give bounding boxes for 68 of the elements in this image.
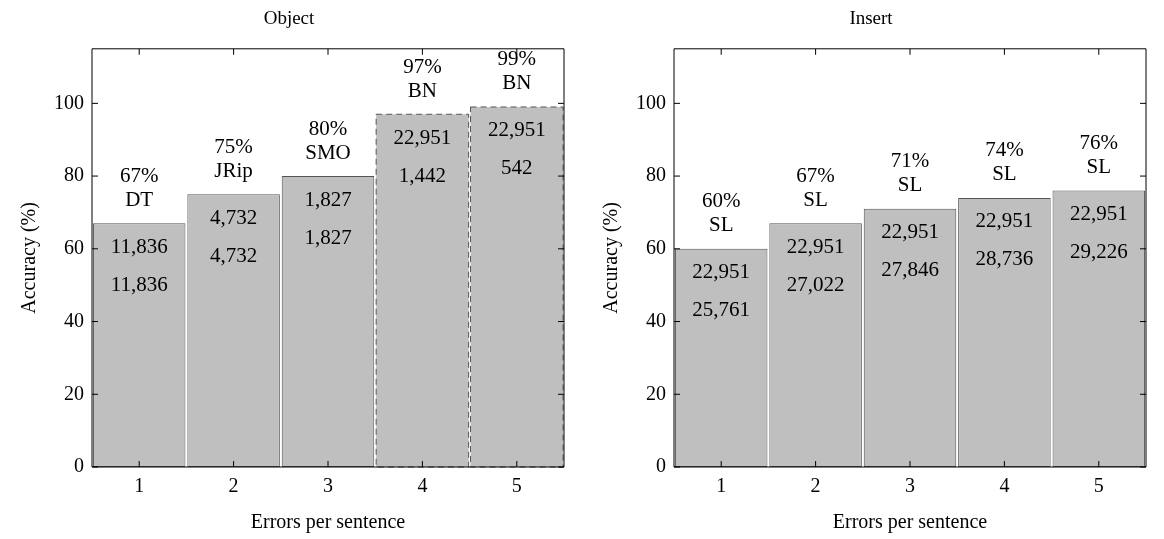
y-tick-label: 100 — [636, 90, 666, 113]
annotation: 542 — [501, 155, 533, 180]
annotation: 1,827 — [304, 224, 352, 249]
x-tick-label: 2 — [228, 474, 239, 497]
annotation: SL — [708, 212, 734, 237]
annotation: 22,951 — [881, 219, 939, 244]
annotation: 22,951 — [487, 117, 546, 142]
x-tick-label: 1 — [134, 474, 145, 497]
annotation: 11,836 — [110, 233, 168, 258]
annotation: SL — [1086, 154, 1112, 179]
y-axis-title: Accuracy (%) — [599, 202, 623, 314]
data-label: 97% — [403, 53, 442, 78]
annotation: SMO — [305, 139, 351, 164]
data-label: 60% — [701, 188, 741, 213]
x-tick-label: 4 — [417, 474, 428, 497]
x-axis-title: Errors per sentence — [832, 510, 988, 534]
annotation: 22,951 — [975, 208, 1034, 233]
x-tick-label: 3 — [905, 474, 915, 497]
annotation: 4,732 — [209, 242, 258, 267]
annotation: 29,226 — [1069, 239, 1128, 264]
y-tick-label: 0 — [656, 454, 666, 477]
y-tick-label: 100 — [54, 90, 84, 113]
annotation: 11,836 — [110, 271, 168, 296]
data-label: 71% — [890, 148, 930, 173]
x-tick-label: 3 — [323, 474, 333, 497]
annotation: BN — [502, 70, 532, 95]
x-tick-label: 2 — [810, 474, 821, 497]
annotation: JRip — [214, 157, 253, 182]
annotation: 25,761 — [692, 297, 751, 322]
annotation: 1,442 — [398, 162, 447, 187]
annotation: 4,732 — [209, 204, 258, 229]
y-tick-label: 80 — [64, 163, 84, 186]
data-label: 67% — [796, 162, 835, 187]
data-label: 67% — [119, 162, 159, 187]
annotation: DT — [125, 186, 154, 211]
data-label: 75% — [214, 133, 253, 158]
x-tick-label: 5 — [1093, 474, 1104, 497]
chart-title: Insert — [849, 7, 894, 29]
annotation: 22,951 — [1069, 201, 1128, 226]
x-tick-label: 5 — [511, 474, 522, 497]
annotation: 22,951 — [692, 259, 751, 284]
y-tick-label: 40 — [64, 308, 84, 331]
y-tick-label: 0 — [74, 454, 84, 477]
annotation: SL — [897, 172, 923, 197]
y-tick-label: 20 — [646, 381, 666, 404]
x-axis-title: Errors per sentence — [250, 510, 406, 534]
annotation: 27,022 — [786, 271, 845, 296]
data-label: 99% — [497, 46, 537, 71]
annotation: 1,827 — [304, 186, 352, 211]
x-tick-label: 4 — [999, 474, 1010, 497]
annotation: BN — [407, 77, 437, 102]
y-tick-label: 60 — [64, 236, 84, 259]
annotation: 22,951 — [786, 233, 845, 258]
annotation: 27,846 — [881, 257, 939, 282]
annotation: SL — [992, 161, 1017, 186]
y-tick-label: 80 — [646, 163, 666, 186]
data-label: 74% — [985, 137, 1024, 162]
y-tick-label: 40 — [646, 308, 666, 331]
annotation: 22,951 — [393, 124, 452, 149]
y-tick-label: 60 — [646, 236, 666, 259]
data-label: 76% — [1079, 130, 1119, 155]
y-axis-title: Accuracy (%) — [17, 202, 41, 314]
x-tick-label: 1 — [716, 474, 727, 497]
y-tick-label: 20 — [64, 381, 84, 404]
data-label: 80% — [308, 115, 348, 140]
chart-title: Object — [263, 7, 316, 29]
annotation: SL — [803, 186, 828, 211]
annotation: 28,736 — [975, 246, 1034, 271]
